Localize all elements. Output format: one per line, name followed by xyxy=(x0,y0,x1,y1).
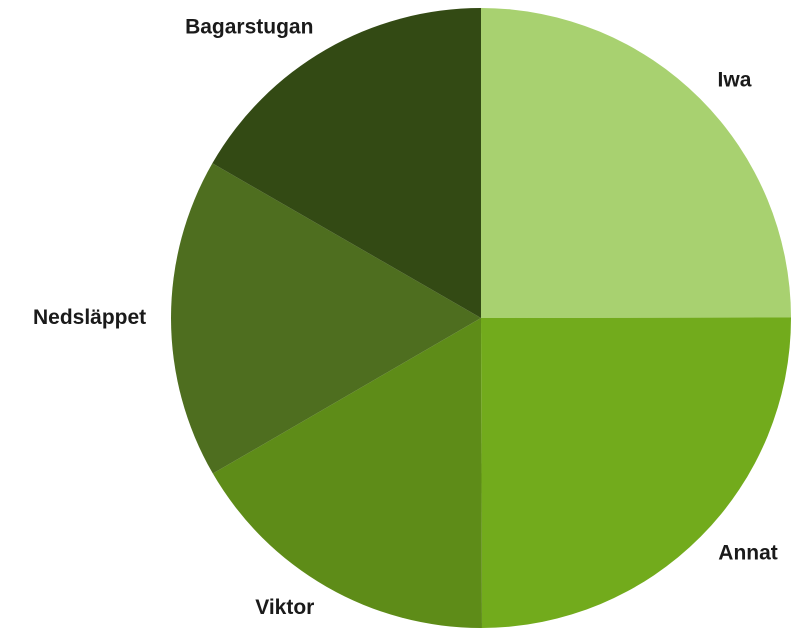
pie-slice xyxy=(170,163,481,474)
slice-label: Annat xyxy=(718,542,778,565)
pie-slice xyxy=(212,8,481,318)
pie-slice xyxy=(481,317,791,628)
slice-label: Bagarstugan xyxy=(185,16,313,39)
pie-slice xyxy=(212,318,482,628)
slice-label: Nedsläppet xyxy=(33,306,146,329)
slice-label: Viktor xyxy=(255,596,314,619)
pie-slice xyxy=(481,8,791,318)
slice-label: Iwa xyxy=(718,69,752,92)
